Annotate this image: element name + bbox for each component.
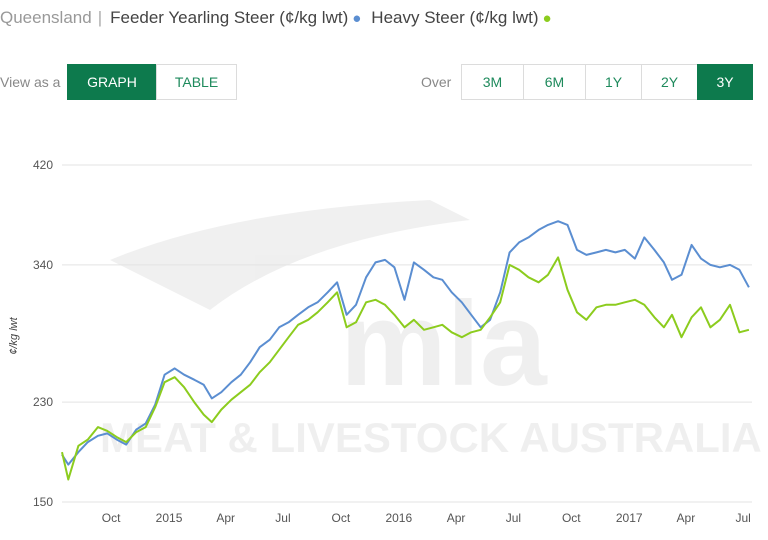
- range-1y-button[interactable]: 1Y: [585, 64, 641, 100]
- header-separator: |: [97, 8, 103, 27]
- x-tick-label: 2017: [616, 511, 643, 525]
- y-tick-label: 150: [33, 495, 53, 509]
- x-tick-label: 2016: [385, 511, 412, 525]
- view-as-label: View as a: [0, 74, 61, 90]
- range-3m-button[interactable]: 3M: [461, 64, 523, 100]
- table-button[interactable]: TABLE: [156, 64, 237, 100]
- range-2y-button[interactable]: 2Y: [641, 64, 697, 100]
- x-tick-label: Jul: [275, 511, 290, 525]
- range-3y-button[interactable]: 3Y: [697, 64, 753, 100]
- x-axis-ticks: Oct 2015 Apr Jul Oct 2016 Apr Jul Oct 2017 Apr Jul: [102, 511, 751, 525]
- watermark-text: MEAT & LIVESTOCK AUSTRALIA: [100, 414, 762, 461]
- x-tick-label: Oct: [562, 511, 581, 525]
- graph-button[interactable]: GRAPH: [67, 64, 156, 100]
- line-chart: mla MEAT & LIVESTOCK AUSTRALIA 150 230 340…: [8, 158, 762, 525]
- x-tick-label: Oct: [102, 511, 121, 525]
- range-6m-button[interactable]: 6M: [523, 64, 585, 100]
- series2-legend-label: Heavy Steer (¢/kg lwt): [371, 8, 539, 27]
- x-tick-label: Jul: [736, 511, 751, 525]
- over-label: Over: [421, 74, 452, 90]
- x-tick-label: 2015: [156, 511, 183, 525]
- chart-controls: View as a GRAPH TABLE Over 3M 6M 1Y 2Y 3…: [0, 64, 768, 102]
- y-tick-label: 420: [33, 158, 53, 172]
- x-tick-label: Oct: [332, 511, 351, 525]
- x-tick-label: Apr: [447, 511, 466, 525]
- x-tick-label: Jul: [506, 511, 521, 525]
- y-tick-label: 230: [33, 395, 53, 409]
- series1-legend-label: Feeder Yearling Steer (¢/kg lwt): [110, 8, 349, 27]
- heavy-steer-line: [61, 256, 750, 481]
- watermark-logo-shape: [110, 200, 470, 310]
- series1-legend-dot: ●: [352, 10, 362, 27]
- chart-series: [61, 220, 750, 481]
- x-tick-label: Apr: [677, 511, 696, 525]
- view-toggle: GRAPH TABLE: [67, 64, 237, 100]
- feeder-yearling-steer-line: [61, 220, 750, 466]
- chart-grid: [62, 164, 752, 503]
- region-title: Queensland: [0, 8, 92, 27]
- chart-header: Queensland | Feeder Yearling Steer (¢/kg l…: [0, 8, 562, 28]
- y-axis-label: ¢/kg lwt: [8, 316, 20, 354]
- range-selector: 3M 6M 1Y 2Y 3Y: [461, 64, 753, 100]
- y-axis-ticks: 150 230 340 420: [33, 158, 53, 509]
- watermark-logo-text: mla: [340, 277, 548, 411]
- x-tick-label: Apr: [216, 511, 235, 525]
- series2-legend-dot: ●: [542, 10, 552, 27]
- watermark: mla MEAT & LIVESTOCK AUSTRALIA: [100, 200, 762, 461]
- y-tick-label: 340: [33, 258, 53, 272]
